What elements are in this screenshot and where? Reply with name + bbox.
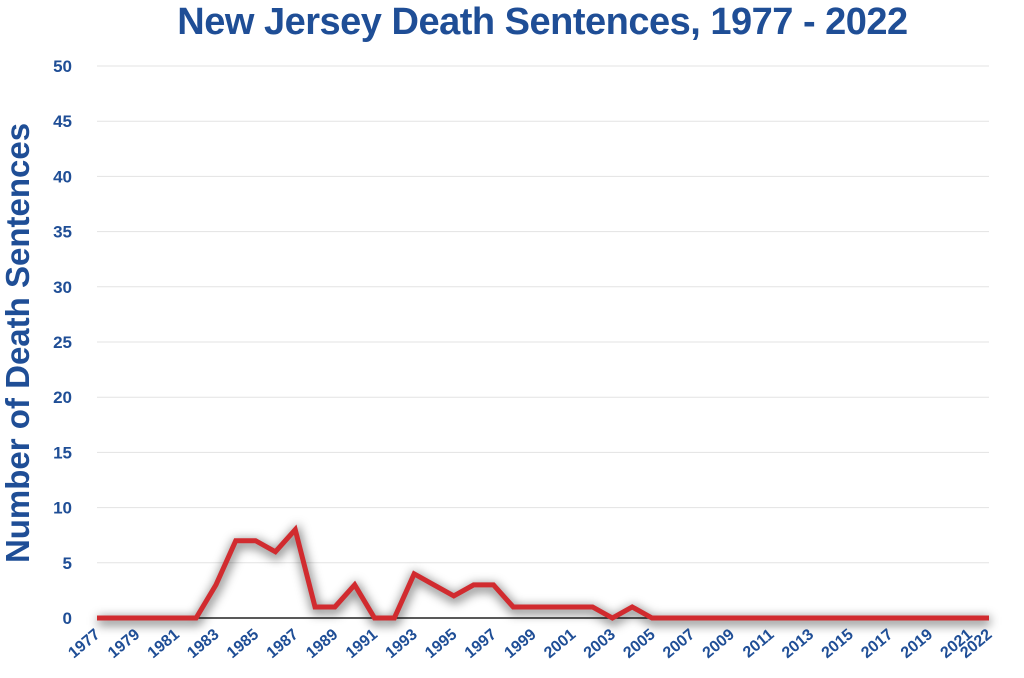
y-tick-label: 10 xyxy=(53,499,72,518)
data-point-2017 xyxy=(887,616,892,621)
x-tick-label: 1989 xyxy=(303,626,341,662)
data-point-2012 xyxy=(788,616,793,621)
data-point-1989 xyxy=(332,604,337,609)
data-point-2007 xyxy=(689,616,694,621)
data-point-2019 xyxy=(927,616,932,621)
x-tick-label: 2011 xyxy=(740,626,778,661)
data-point-1985 xyxy=(253,538,258,543)
x-tick-label: 1985 xyxy=(224,626,262,662)
data-point-2008 xyxy=(709,616,714,621)
data-point-1997 xyxy=(491,582,496,587)
data-point-1999 xyxy=(531,604,536,609)
y-tick-label: 25 xyxy=(53,333,72,352)
x-tick-label: 1993 xyxy=(383,626,421,662)
data-point-2010 xyxy=(749,616,754,621)
x-tick-label: 1987 xyxy=(264,626,302,662)
series-line xyxy=(97,524,989,621)
x-tick-label: 2005 xyxy=(620,626,658,662)
data-point-1979 xyxy=(134,616,139,621)
data-point-2000 xyxy=(550,604,555,609)
data-point-1978 xyxy=(114,616,119,621)
x-tick-label: 2003 xyxy=(581,626,619,662)
data-point-1995 xyxy=(451,593,456,598)
series-line-shadow xyxy=(98,523,990,627)
x-tick-label: 2019 xyxy=(898,626,936,662)
data-point-2018 xyxy=(907,616,912,621)
y-tick-label: 5 xyxy=(63,554,72,573)
data-point-1986 xyxy=(273,549,278,554)
y-tick-label: 20 xyxy=(53,388,72,407)
x-tick-label: 1997 xyxy=(462,626,500,662)
grid-lines xyxy=(97,65,989,564)
data-point-1990 xyxy=(352,582,357,587)
x-tick-label: 1991 xyxy=(343,626,381,662)
x-tick-label: 2017 xyxy=(858,626,896,662)
data-point-1980 xyxy=(154,616,159,621)
data-point-1982 xyxy=(194,616,199,621)
data-point-2022 xyxy=(987,616,992,621)
data-point-2021 xyxy=(967,616,972,621)
data-point-1998 xyxy=(511,604,516,609)
y-tick-label: 50 xyxy=(53,57,72,76)
data-point-1983 xyxy=(213,582,218,587)
data-point-2011 xyxy=(768,616,773,621)
x-tick-label: 1979 xyxy=(105,626,143,662)
y-tick-label: 0 xyxy=(63,609,72,628)
y-tick-label: 40 xyxy=(53,167,72,186)
x-tick-label: 1977 xyxy=(65,626,103,662)
data-point-1996 xyxy=(471,582,476,587)
data-point-1993 xyxy=(412,571,417,576)
series-group xyxy=(97,523,990,627)
x-tick-label: 2009 xyxy=(700,626,738,662)
data-point-2020 xyxy=(947,616,952,621)
data-point-2001 xyxy=(570,604,575,609)
data-point-1987 xyxy=(293,527,298,532)
y-tick-label: 45 xyxy=(53,112,72,131)
data-point-1988 xyxy=(313,604,318,609)
y-tick-label: 30 xyxy=(53,278,72,297)
chart-title: New Jersey Death Sentences, 1977 - 2022 xyxy=(177,1,908,43)
data-point-1984 xyxy=(233,538,238,543)
data-point-2004 xyxy=(630,604,635,609)
x-tick-label: 1983 xyxy=(184,626,222,662)
data-point-2005 xyxy=(650,616,655,621)
x-tick-label: 2015 xyxy=(819,626,857,662)
y-tick-label: 15 xyxy=(53,443,72,462)
x-tick-label: 2007 xyxy=(660,626,698,662)
data-point-1981 xyxy=(174,616,179,621)
x-tick-label: 1999 xyxy=(501,626,539,662)
data-point-1992 xyxy=(392,616,397,621)
data-point-2003 xyxy=(610,616,615,621)
y-tick-labels: 0 5 10 15 20 25 30 35 40 45 50 xyxy=(53,57,72,628)
data-point-1991 xyxy=(372,616,377,621)
x-tick-label: 2001 xyxy=(541,626,579,662)
data-point-2002 xyxy=(590,604,595,609)
data-point-2013 xyxy=(808,616,813,621)
x-tick-labels: 1977 1979 1981 1983 1985 1987 1989 1991 1993 1995… xyxy=(65,626,995,662)
data-point-2016 xyxy=(868,616,873,621)
y-tick-label: 35 xyxy=(53,223,72,242)
x-tick-label: 2013 xyxy=(779,626,817,662)
x-tick-label: 1981 xyxy=(145,626,183,662)
data-point-2015 xyxy=(848,616,853,621)
data-point-2006 xyxy=(669,616,674,621)
data-point-1977 xyxy=(95,616,100,621)
data-point-1994 xyxy=(431,582,436,587)
data-point-2009 xyxy=(729,616,734,621)
data-point-2014 xyxy=(828,616,833,621)
x-tick-label: 1995 xyxy=(422,626,460,662)
